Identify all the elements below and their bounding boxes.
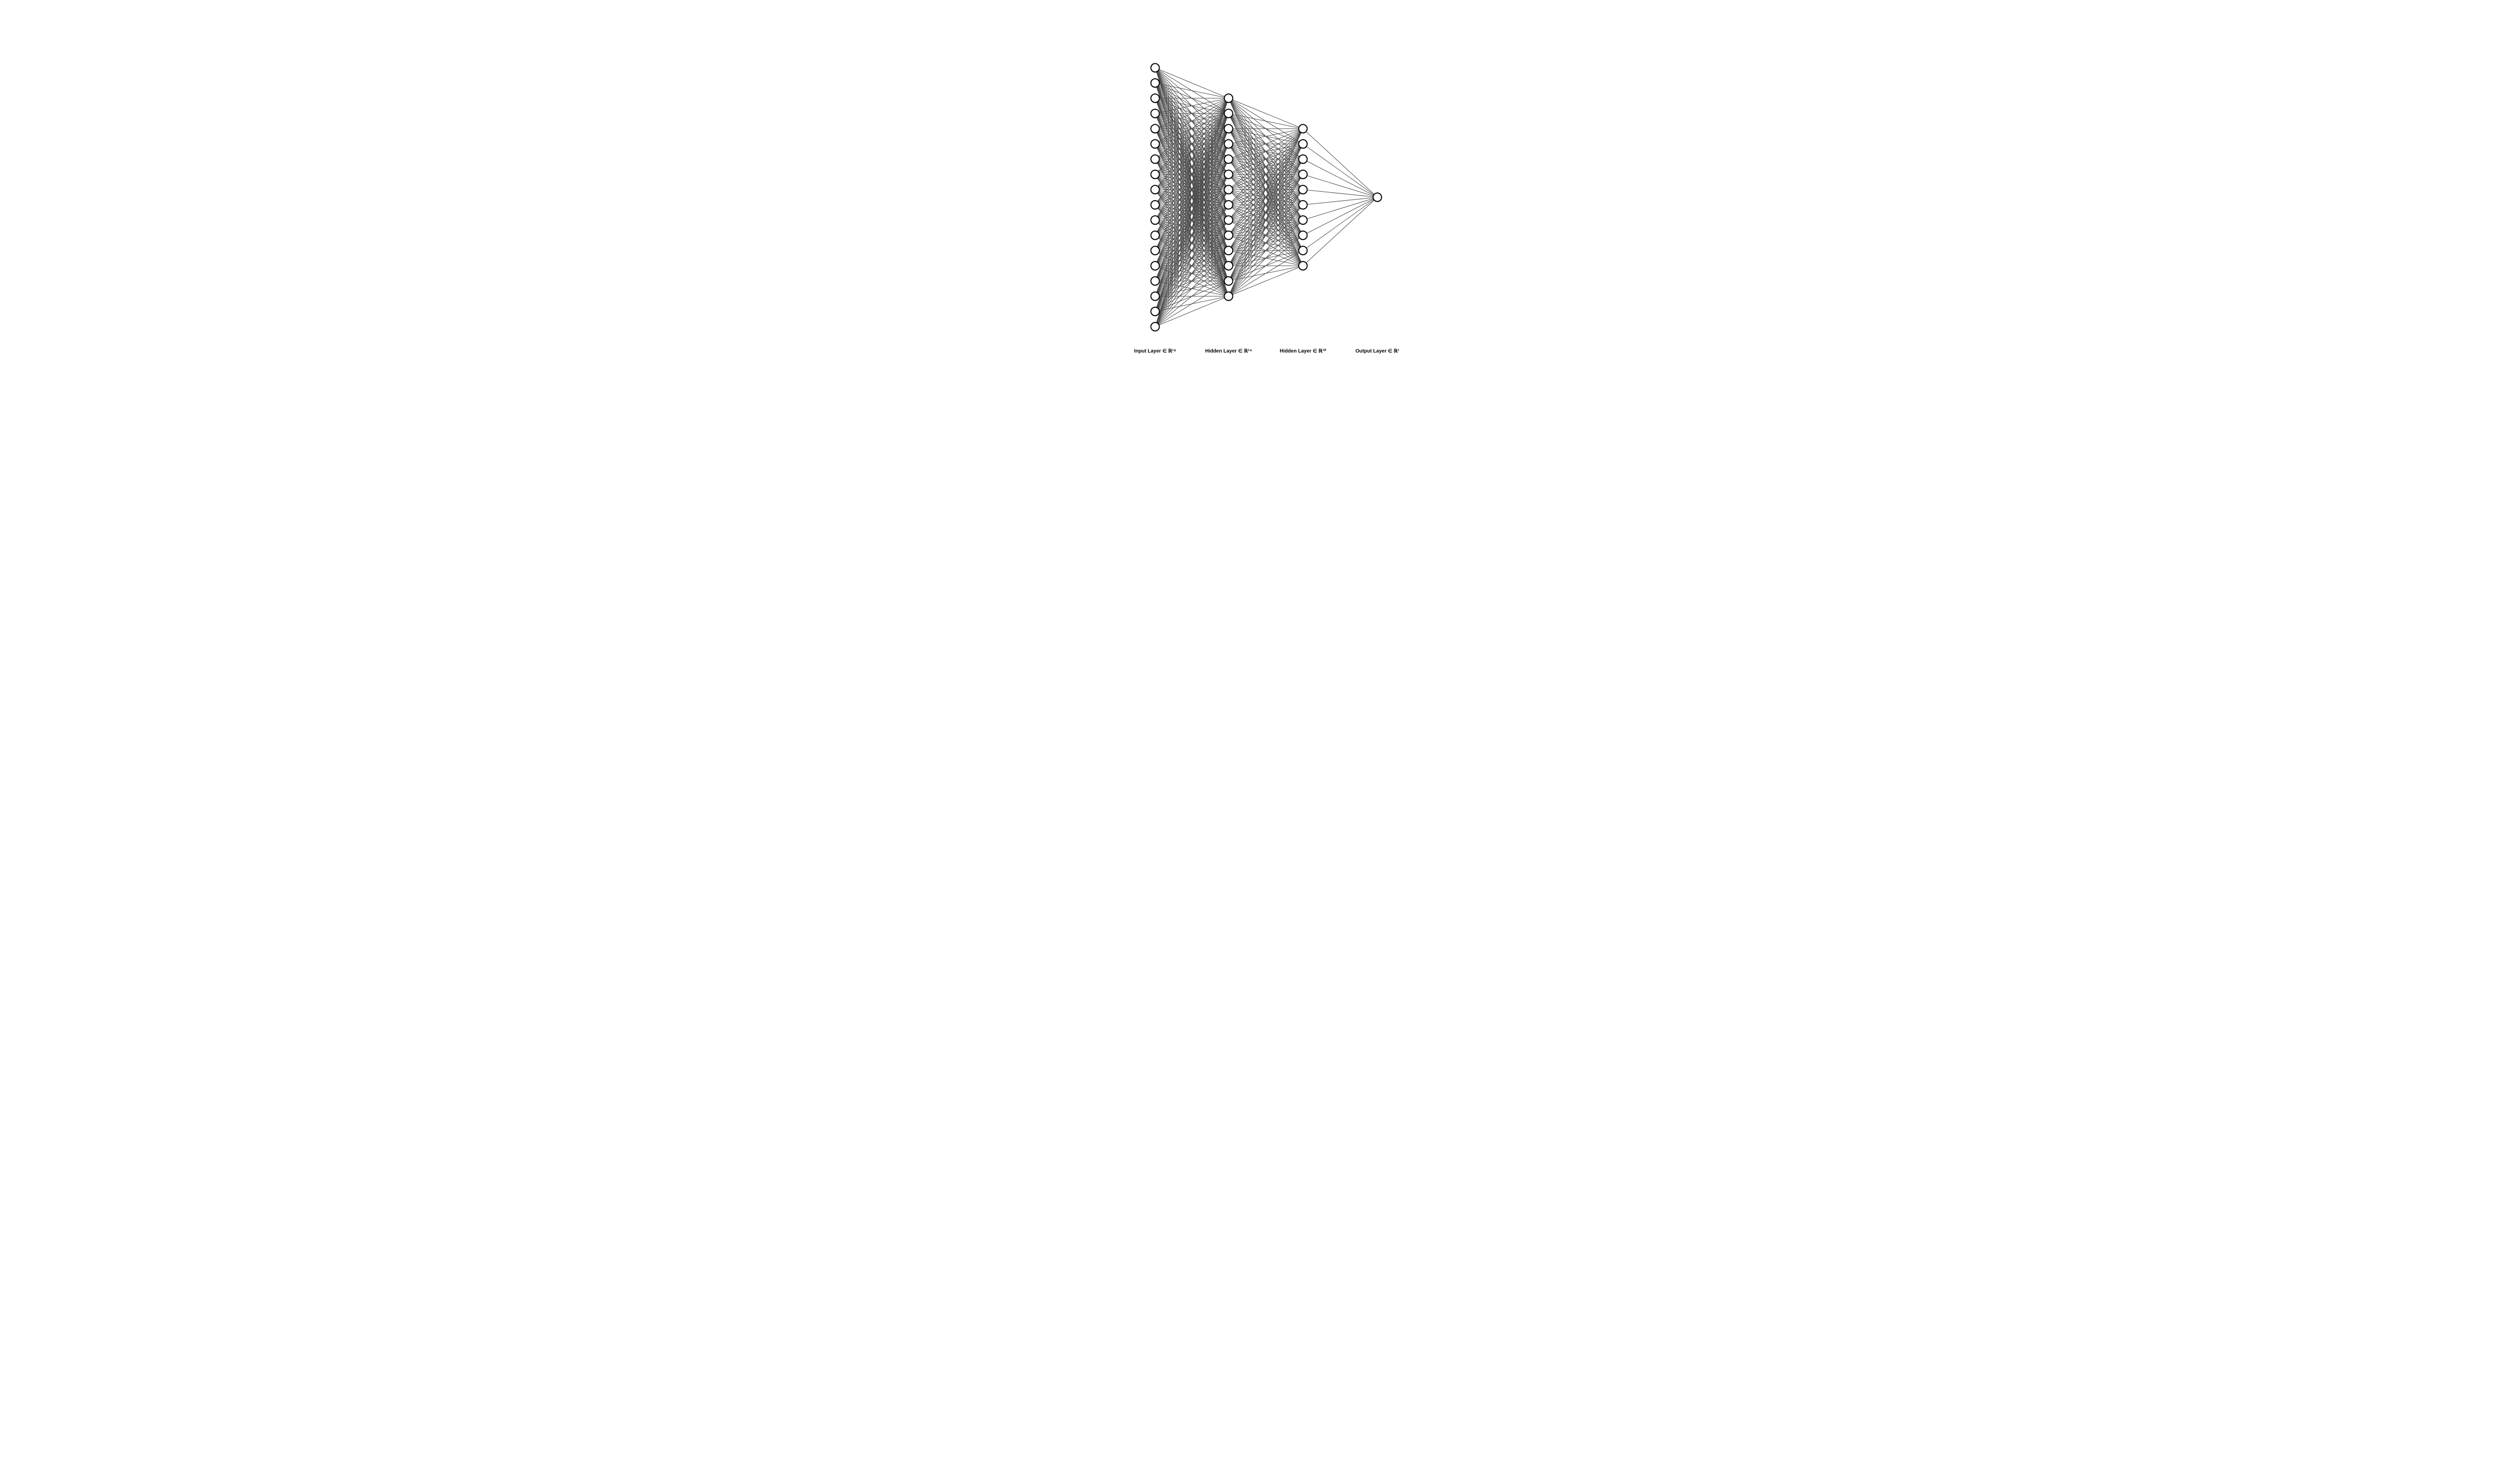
node-hidden1-7: [1225, 201, 1233, 209]
node-input-10: [1151, 216, 1160, 224]
neural-network-svg: [859, 0, 1638, 396]
node-input-8: [1151, 185, 1160, 194]
node-hidden1-4: [1225, 155, 1233, 163]
node-hidden2-8: [1299, 246, 1307, 255]
label-hidden2: Hidden Layer ∈ ℝ¹⁰: [1280, 349, 1326, 354]
node-input-17: [1151, 323, 1160, 331]
node-hidden2-3: [1299, 170, 1307, 179]
node-hidden2-0: [1299, 124, 1307, 133]
node-input-16: [1151, 307, 1160, 316]
node-hidden2-5: [1299, 201, 1307, 209]
node-input-14: [1151, 277, 1160, 285]
node-hidden1-5: [1225, 170, 1233, 179]
node-output-0: [1373, 193, 1382, 202]
node-hidden1-8: [1225, 216, 1233, 224]
node-hidden1-11: [1225, 262, 1233, 270]
node-input-4: [1151, 124, 1160, 133]
node-hidden2-9: [1299, 262, 1307, 270]
node-input-11: [1151, 231, 1160, 240]
node-hidden1-10: [1225, 246, 1233, 255]
node-input-0: [1151, 63, 1160, 72]
node-hidden2-6: [1299, 216, 1307, 224]
node-input-6: [1151, 155, 1160, 163]
node-input-13: [1151, 262, 1160, 270]
node-hidden1-1: [1225, 109, 1233, 118]
node-hidden1-2: [1225, 124, 1233, 133]
node-hidden1-3: [1225, 140, 1233, 148]
node-input-2: [1151, 94, 1160, 102]
node-input-1: [1151, 79, 1160, 87]
node-hidden1-6: [1225, 185, 1233, 194]
node-hidden2-1: [1299, 140, 1307, 148]
node-hidden1-9: [1225, 231, 1233, 240]
node-hidden2-7: [1299, 231, 1307, 240]
node-hidden1-0: [1225, 94, 1233, 102]
node-hidden1-12: [1225, 277, 1233, 285]
node-input-3: [1151, 109, 1160, 118]
node-input-7: [1151, 170, 1160, 179]
label-hidden1: Hidden Layer ∈ ℝ¹⁴: [1205, 349, 1252, 354]
node-hidden2-2: [1299, 155, 1307, 163]
node-input-9: [1151, 201, 1160, 209]
node-hidden1-13: [1225, 292, 1233, 301]
label-output: Output Layer ∈ ℝ¹: [1355, 349, 1399, 354]
node-input-12: [1151, 246, 1160, 255]
node-hidden2-4: [1299, 185, 1307, 194]
node-input-5: [1151, 140, 1160, 148]
neural-network-diagram: Input Layer ∈ ℝ¹⁸ Hidden Layer ∈ ℝ¹⁴ Hid…: [859, 0, 1638, 396]
label-input: Input Layer ∈ ℝ¹⁸: [1134, 349, 1176, 354]
node-input-15: [1151, 292, 1160, 301]
